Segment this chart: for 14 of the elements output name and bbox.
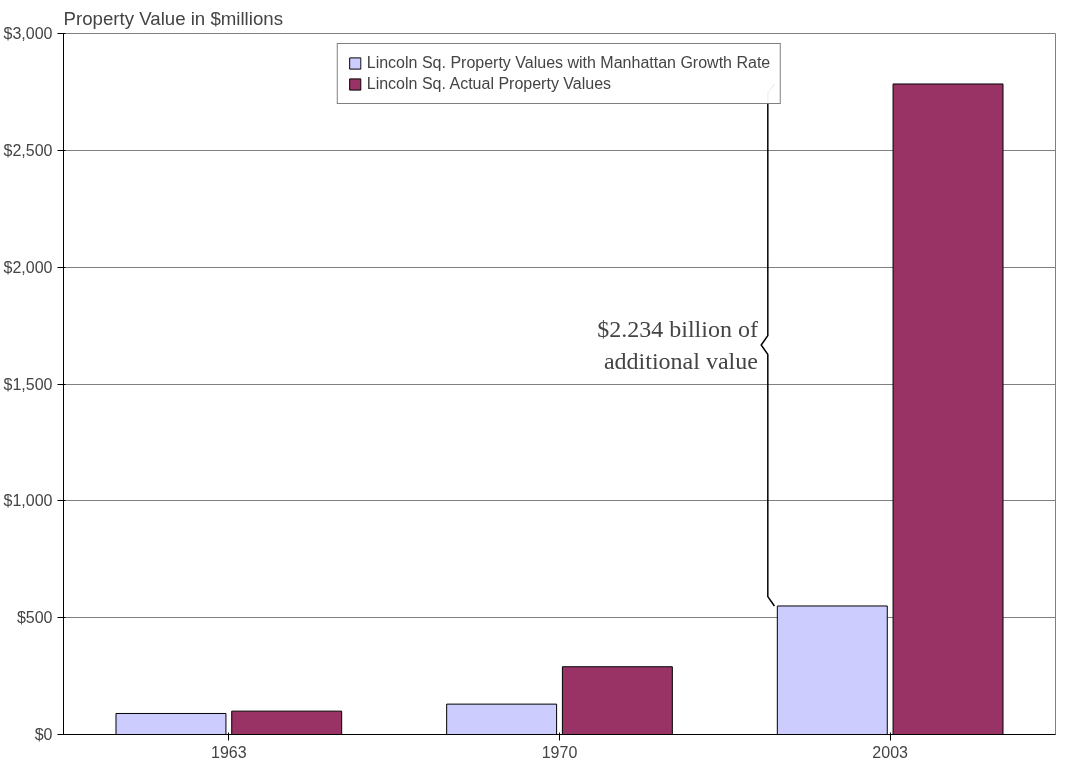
- legend-label: Lincoln Sq. Actual Property Values: [366, 75, 612, 93]
- legend-label: Lincoln Sq. Property Values with Manhattan Growth Rate: [366, 54, 771, 72]
- y-tick-label: $1,500: [3, 375, 53, 393]
- y-axis-title: Property Value in $millions: [63, 7, 283, 29]
- annotation: $2.234 billion of additional value: [597, 316, 758, 374]
- y-tick-label: $2,500: [3, 141, 53, 159]
- y-tick-label: $1,000: [3, 492, 53, 510]
- x-tick-label: 1963: [211, 743, 247, 761]
- x-tick-label: 2003: [872, 743, 909, 761]
- y-tick-label: $2,000: [3, 258, 53, 276]
- y-tick-label: $500: [16, 609, 53, 627]
- y-tick-label: $0: [34, 726, 53, 743]
- x-tick-label: 1970: [541, 743, 578, 761]
- y-tick-label: $3,000: [3, 25, 53, 42]
